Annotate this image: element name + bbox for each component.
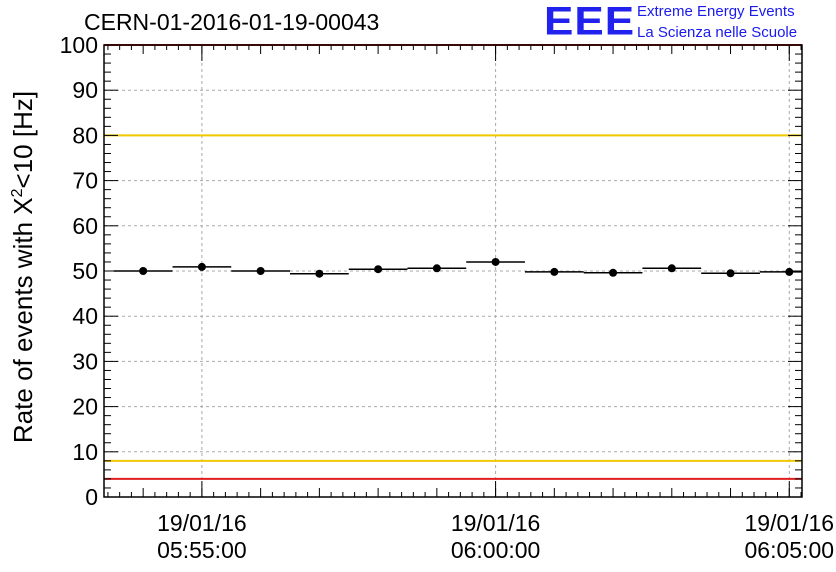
data-point	[374, 265, 383, 274]
y-tick-label: 70	[72, 168, 98, 194]
y-tick-label: 90	[72, 77, 98, 103]
data-point	[432, 264, 441, 273]
y-tick-label: 20	[72, 394, 98, 420]
data-point	[491, 257, 500, 266]
axis-ticks	[104, 44, 802, 498]
x-tick-label-time: 05:55:00	[157, 537, 247, 563]
data-point	[550, 267, 559, 276]
reference-lines	[104, 44, 802, 480]
data-point	[315, 269, 324, 278]
eee-logo: EEE	[544, 0, 636, 44]
x-tick-label-time: 06:00:00	[451, 537, 541, 563]
x-tick-label-date: 19/01/16	[157, 510, 247, 536]
y-tick-label: 80	[72, 122, 98, 148]
grid-layer	[104, 45, 802, 497]
y-tick-label: 40	[72, 303, 98, 329]
data-point	[197, 262, 206, 271]
x-tick-label-date: 19/01/16	[745, 510, 835, 536]
data-point	[609, 268, 618, 277]
y-tick-label: 30	[72, 348, 98, 374]
logo-tagline-1: Extreme Energy Events	[637, 3, 795, 20]
y-tick-label: 0	[85, 484, 98, 510]
x-tick-label-time: 06:05:00	[745, 537, 835, 563]
data-point	[785, 267, 794, 276]
data-point	[667, 264, 676, 273]
y-tick-label: 50	[72, 258, 98, 284]
y-tick-label: 10	[72, 439, 98, 465]
data-point	[256, 267, 265, 275]
y-axis-label: Rate of events with X2<10 [Hz]	[8, 91, 38, 443]
y-tick-label: 100	[60, 32, 98, 58]
data-point	[139, 267, 148, 275]
x-tick-label-date: 19/01/16	[451, 510, 541, 536]
data-point	[726, 269, 735, 278]
data-series	[113, 257, 802, 278]
chart-title: CERN-01-2016-01-19-00043	[84, 9, 380, 35]
y-tick-label: 60	[72, 213, 98, 239]
logo-tagline-2: La Scienza nelle Scuole	[637, 24, 798, 41]
tick-labels: 010203040506070809010019/01/1605:55:0019…	[60, 32, 834, 563]
